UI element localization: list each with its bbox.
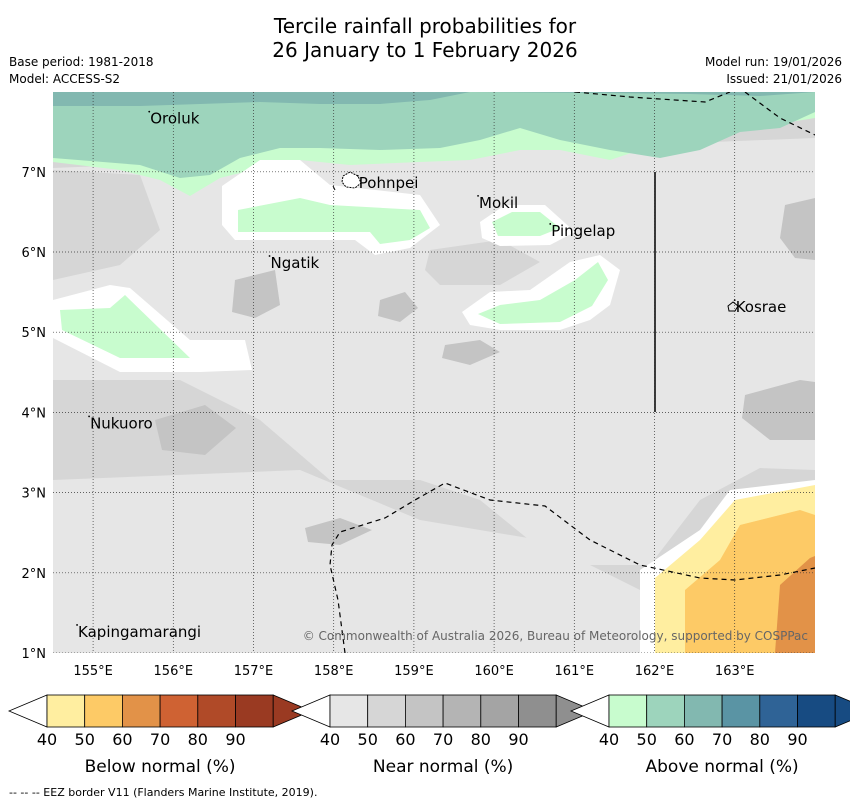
place-label-mokil: Mokil xyxy=(479,194,518,212)
place-label-ngatik: Ngatik xyxy=(271,254,320,272)
legend-tick-label: 80 xyxy=(188,730,208,749)
legend-swatch xyxy=(721,694,761,728)
place-marker xyxy=(549,223,552,225)
legend-swatch xyxy=(329,694,369,728)
legend-swatch xyxy=(197,694,236,728)
legend-tick-label: 40 xyxy=(599,730,619,749)
base-period: Base period: 1981-2018 xyxy=(9,55,154,69)
lon-tick-label: 157°E xyxy=(234,664,274,679)
place-label-pingelap: Pingelap xyxy=(551,222,615,240)
copyright-text: © Commonwealth of Australia 2026, Bureau… xyxy=(303,629,808,643)
meta-right: Model run: 19/01/2026 Issued: 21/01/2026 xyxy=(705,54,842,88)
lon-tick-label: 162°E xyxy=(635,664,675,679)
legend-title: Near normal (%) xyxy=(373,757,513,777)
legend-tick-label: 90 xyxy=(787,730,807,749)
legends: 40 50 60 70 80 90 Below normal (%) 40 50 60 70 80 90… xyxy=(7,694,850,777)
lon-tick-label: 161°E xyxy=(555,664,595,679)
gridlines xyxy=(53,92,815,653)
lon-tick-label: 158°E xyxy=(314,664,354,679)
place-labels: Oroluk Pohnpei Mokil Pingelap Ngatik Kosrae Nu… xyxy=(76,110,786,641)
legend-below: 40 50 60 70 80 90 Below normal (%) xyxy=(7,694,313,777)
probability-field xyxy=(53,92,815,653)
legend-swatch xyxy=(404,694,444,728)
lat-tick-label: 3°N xyxy=(22,487,47,502)
legend-tick-label: 50 xyxy=(637,730,657,749)
place-label-nukuoro: Nukuoro xyxy=(90,414,153,432)
chart-title: Tercile rainfall probabilities for 26 Ja… xyxy=(0,14,850,62)
legend-swatch xyxy=(797,694,836,728)
place-marker xyxy=(356,174,359,177)
legend-near: 40 50 60 70 80 90 Near normal (%) xyxy=(290,694,596,777)
place-label-kosrae: Kosrae xyxy=(736,298,787,316)
axis-labels: 155°E 156°E 157°E 158°E 159°E 160°E 161°E 162°E… xyxy=(22,166,755,679)
issued-date: Issued: 21/01/2026 xyxy=(726,72,842,86)
legend-tick-label: 70 xyxy=(150,730,170,749)
legend-arrow-left xyxy=(569,694,610,728)
legend-arrow-left xyxy=(7,694,48,728)
lat-tick-label: 5°N xyxy=(22,326,47,341)
model-name: Model: ACCESS-S2 xyxy=(9,72,121,86)
legend-swatch xyxy=(84,694,123,728)
place-marker xyxy=(148,110,151,113)
place-marker xyxy=(733,299,736,302)
lon-tick-label: 155°E xyxy=(73,664,113,679)
legend-title: Above normal (%) xyxy=(646,757,799,777)
lon-tick-label: 159°E xyxy=(394,664,434,679)
legend-tick-label: 70 xyxy=(433,730,453,749)
map: 155°E 156°E 157°E 158°E 159°E 160°E 161°E 162°E… xyxy=(7,92,850,777)
legend-swatch xyxy=(684,694,723,728)
legend-swatch xyxy=(480,694,519,728)
legend-arrow-left xyxy=(290,694,331,728)
legend-swatch xyxy=(759,694,798,728)
legend-swatch xyxy=(159,694,199,728)
place-label-oroluk: Oroluk xyxy=(150,110,199,128)
lat-tick-label: 7°N xyxy=(22,166,47,181)
legend-above: 40 50 60 70 80 90 Above normal (%) xyxy=(569,694,850,777)
title-line-1: Tercile rainfall probabilities for xyxy=(273,14,577,38)
legend-tick-label: 90 xyxy=(508,730,528,749)
place-marker xyxy=(76,624,78,626)
legend-tick-label: 60 xyxy=(674,730,694,749)
legend-tick-label: 40 xyxy=(37,730,57,749)
legend-tick-label: 50 xyxy=(75,730,95,749)
lat-tick-label: 2°N xyxy=(22,567,47,582)
legend-tick-label: 60 xyxy=(395,730,415,749)
place-marker xyxy=(477,194,479,197)
lat-tick-label: 1°N xyxy=(22,647,47,662)
lon-tick-label: 163°E xyxy=(715,664,755,679)
place-label-pohnpei: Pohnpei xyxy=(359,174,419,192)
model-run: Model run: 19/01/2026 xyxy=(704,55,842,69)
legend-swatch xyxy=(122,694,161,728)
legend-swatch xyxy=(646,694,685,728)
meta-left: Base period: 1981-2018 Model: ACCESS-S2 xyxy=(9,54,154,88)
lon-tick-label: 160°E xyxy=(474,664,514,679)
legend-swatch xyxy=(235,694,274,728)
legend-tick-label: 70 xyxy=(712,730,732,749)
legend-swatch xyxy=(442,694,482,728)
legend-swatch xyxy=(46,694,86,728)
lon-tick-label: 156°E xyxy=(154,664,194,679)
place-marker xyxy=(268,255,271,257)
place-label-kapingamarangi: Kapingamarangi xyxy=(78,623,201,641)
eez-footnote: -- -- -- EEZ border V11 (Flanders Marine… xyxy=(9,786,318,799)
legend-tick-label: 50 xyxy=(358,730,378,749)
legend-swatch xyxy=(367,694,406,728)
lat-tick-label: 4°N xyxy=(22,406,47,421)
legend-tick-label: 40 xyxy=(320,730,340,749)
legend-tick-label: 80 xyxy=(750,730,770,749)
title-line-2: 26 January to 1 February 2026 xyxy=(272,38,578,62)
legend-swatch xyxy=(608,694,648,728)
legend-tick-label: 60 xyxy=(112,730,132,749)
legend-tick-label: 80 xyxy=(471,730,491,749)
legend-title: Below normal (%) xyxy=(85,757,236,777)
legend-tick-label: 90 xyxy=(225,730,245,749)
lat-tick-label: 6°N xyxy=(22,246,47,261)
legend-arrow-right xyxy=(834,694,850,728)
legend-swatch xyxy=(518,694,557,728)
place-marker xyxy=(88,415,90,418)
